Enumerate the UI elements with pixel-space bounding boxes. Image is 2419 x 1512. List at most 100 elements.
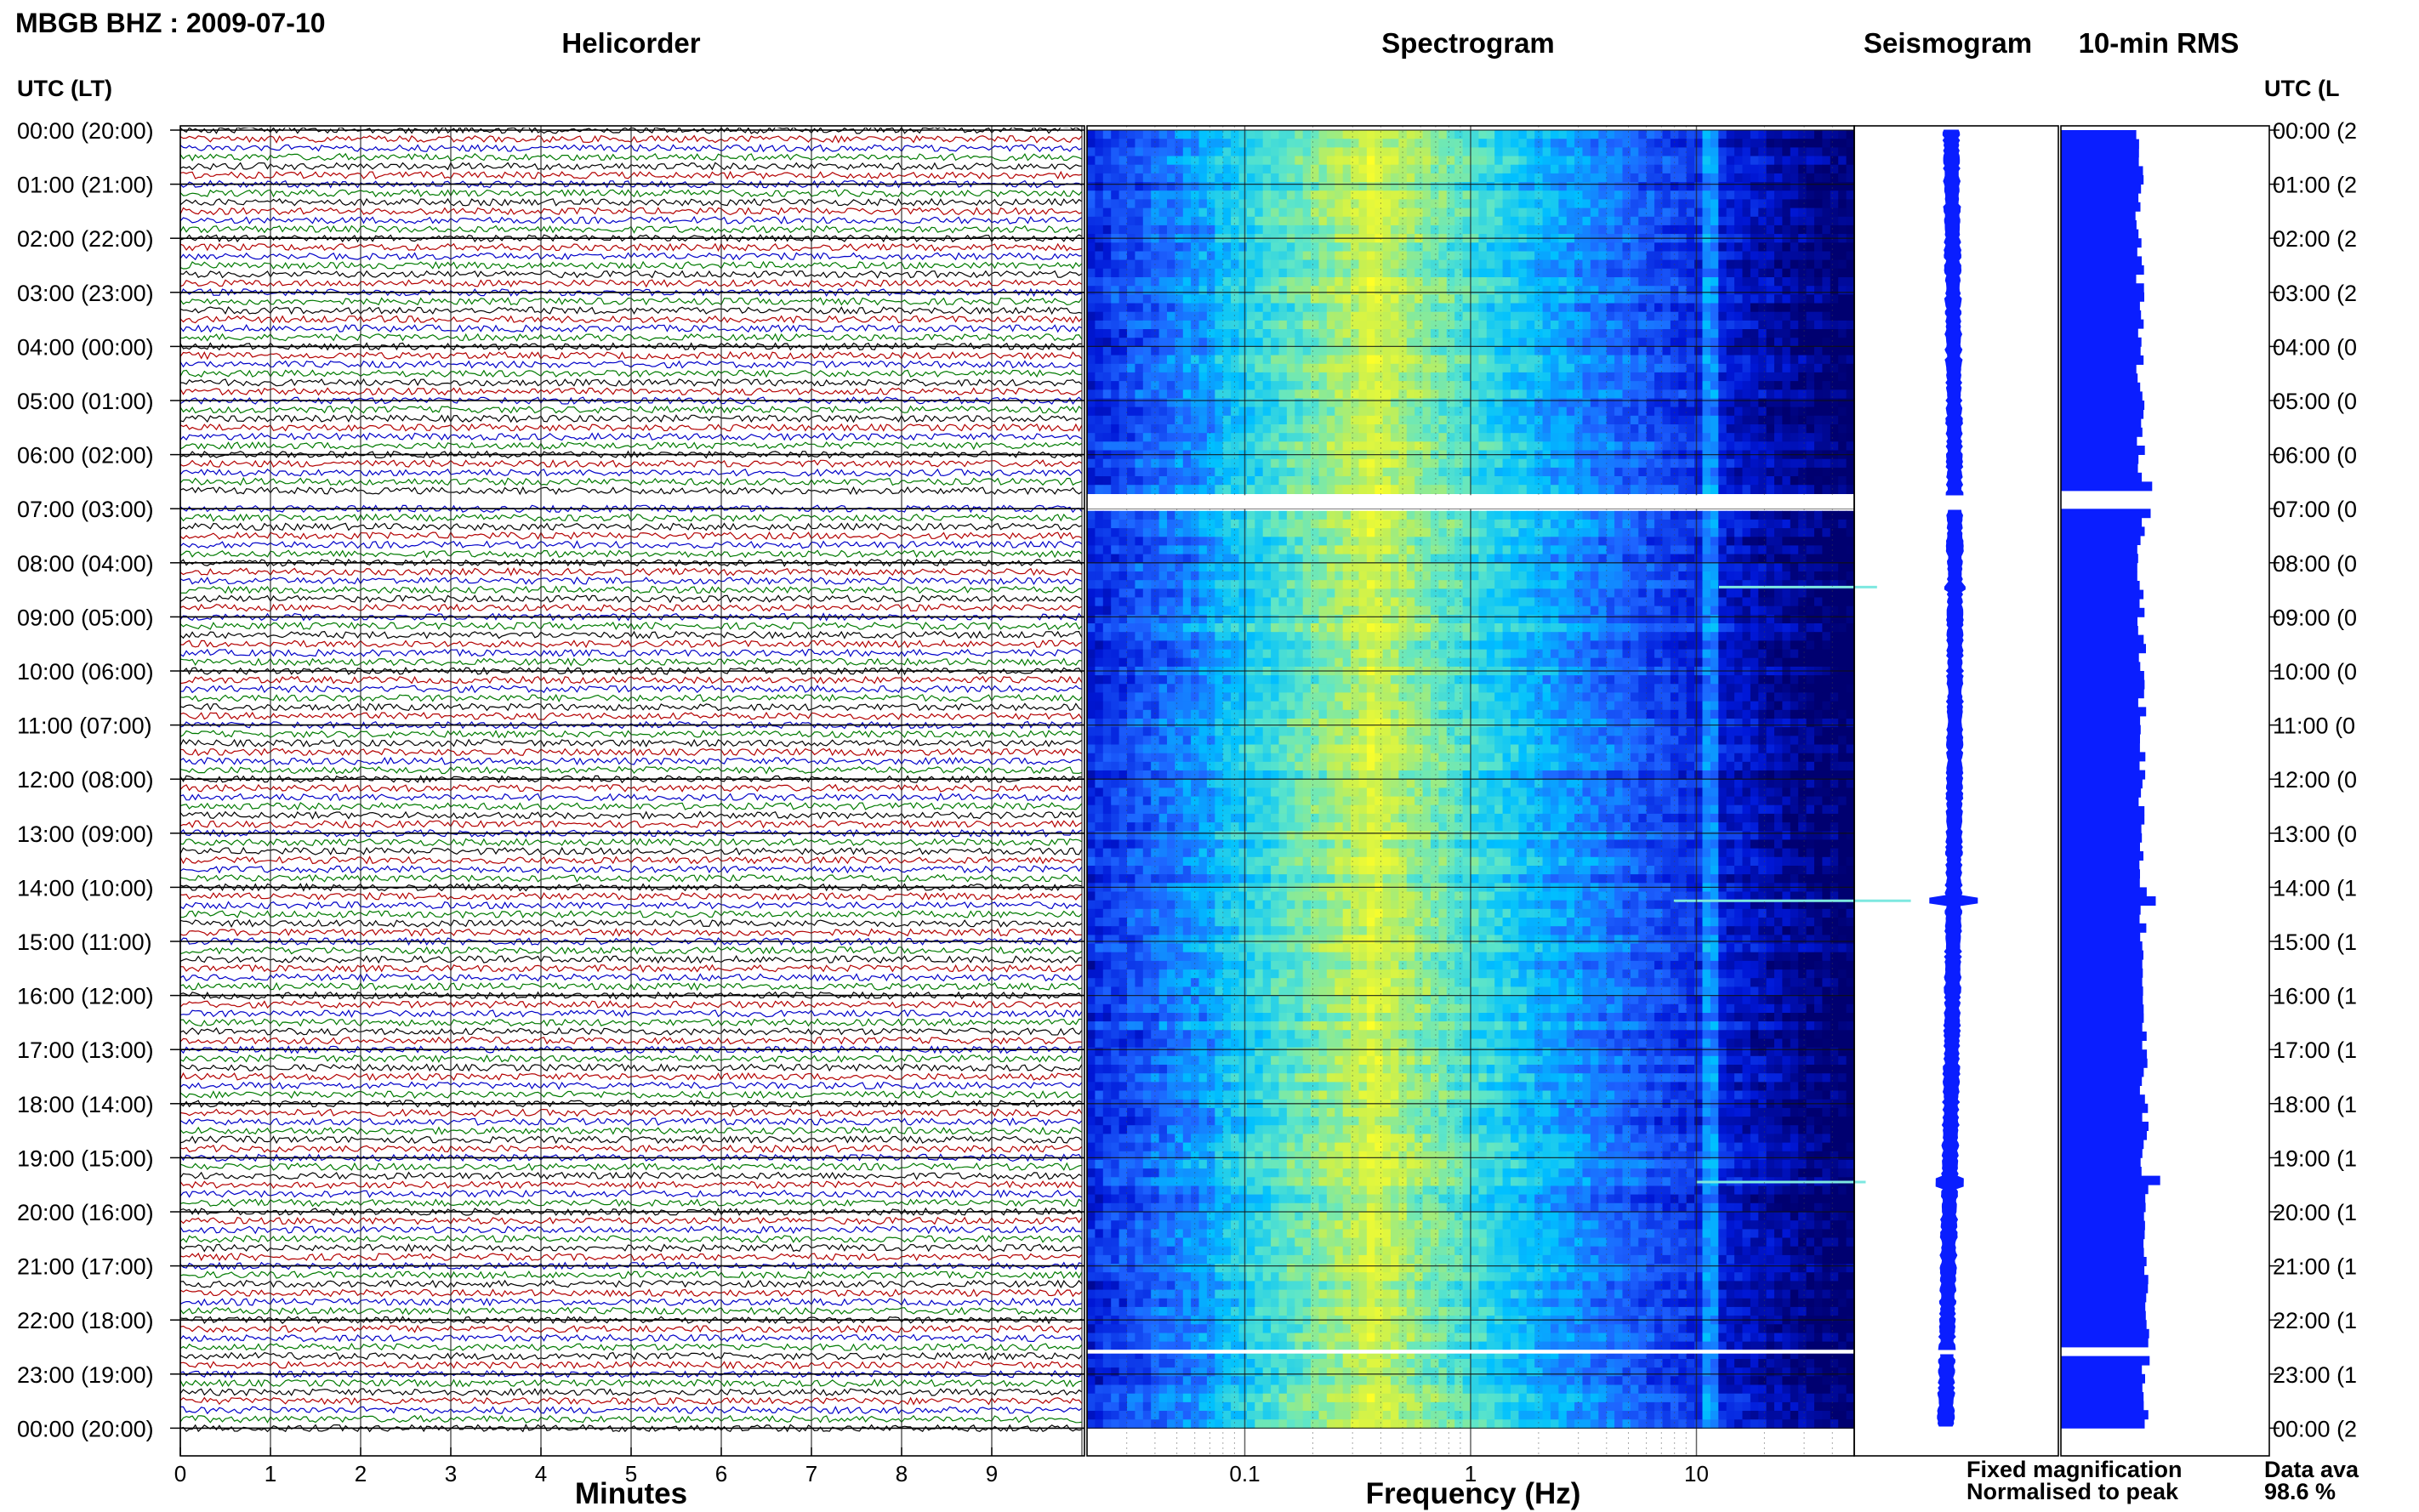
spectrogram-cell xyxy=(1406,139,1415,148)
spectrogram-cell xyxy=(1222,588,1232,599)
spectrogram-cell xyxy=(1342,207,1352,218)
spectrogram-cell xyxy=(1295,259,1304,270)
spectrogram-cell xyxy=(1286,528,1295,537)
spectrogram-cell xyxy=(1742,164,1751,174)
spectrogram-cell xyxy=(1551,415,1559,425)
spectrogram-cell xyxy=(1606,545,1615,555)
spectrogram-cell xyxy=(1215,147,1224,157)
spectrogram-cell xyxy=(1486,338,1495,347)
spectrogram-cell xyxy=(1486,268,1495,278)
spectrogram-cell xyxy=(1542,381,1551,390)
spectrogram-cell xyxy=(1766,398,1775,408)
spectrogram-cell xyxy=(1558,588,1568,599)
spectrogram-cell xyxy=(1542,294,1551,304)
spectrogram-cell xyxy=(1142,372,1152,382)
spectrogram-cell xyxy=(1750,355,1759,365)
spectrogram-cell xyxy=(1574,216,1584,226)
spectrogram-cell xyxy=(1822,311,1831,321)
spectrogram-cell xyxy=(1262,286,1272,295)
spectrogram-cell xyxy=(1678,268,1688,278)
spectrogram-cell xyxy=(1095,259,1104,270)
spectrogram-cell xyxy=(1774,147,1783,157)
spectrogram-cell xyxy=(1127,554,1136,564)
spectrogram-cell xyxy=(1798,268,1807,278)
spectrogram-cell xyxy=(1646,277,1655,287)
spectrogram-cell xyxy=(1278,207,1288,218)
spectrogram-cell xyxy=(1191,389,1200,400)
spectrogram-cell xyxy=(1790,458,1799,469)
spectrogram-cell xyxy=(1542,528,1551,537)
spectrogram-cell xyxy=(1718,363,1727,373)
spectrogram-cell xyxy=(1710,277,1719,287)
spectrogram-cell xyxy=(1790,554,1799,564)
spectrogram-cell xyxy=(1295,355,1304,365)
spectrogram-cell xyxy=(1182,510,1192,520)
spectrogram-cell xyxy=(1358,311,1368,321)
spectrogram-cell xyxy=(1558,242,1568,253)
spectrogram-cell xyxy=(1182,467,1192,477)
spectrogram-cell xyxy=(1646,251,1655,261)
spectrogram-cell xyxy=(1790,242,1799,253)
spectrogram-cell xyxy=(1678,441,1688,452)
spectrogram-cell xyxy=(1814,251,1823,261)
spectrogram-cell xyxy=(1686,199,1695,209)
spectrogram-cell xyxy=(1318,259,1328,270)
spectrogram-cell xyxy=(1622,398,1631,408)
spectrogram-cell xyxy=(1830,139,1839,148)
spectrogram-cell xyxy=(1694,355,1704,365)
spectrogram-cell xyxy=(1726,147,1735,157)
spectrogram-cell xyxy=(1526,190,1535,200)
spectrogram-cell xyxy=(1670,372,1679,382)
spectrogram-cell xyxy=(1638,398,1648,408)
spectrogram-cell xyxy=(1558,156,1568,166)
spectrogram-cell xyxy=(1471,190,1479,200)
spectrogram-cell xyxy=(1206,147,1215,157)
spectrogram-cell xyxy=(1127,441,1136,452)
spectrogram-cell xyxy=(1838,251,1847,261)
spectrogram-cell xyxy=(1662,329,1671,338)
spectrogram-cell xyxy=(1590,510,1599,520)
spectrogram-cell xyxy=(1095,303,1104,313)
spectrogram-cell xyxy=(1551,476,1559,486)
spectrogram-cell xyxy=(1238,303,1248,313)
spectrogram-cell xyxy=(1206,485,1215,494)
spectrogram-cell xyxy=(1238,320,1248,330)
spectrogram-cell xyxy=(1206,537,1215,547)
spectrogram-cell xyxy=(1678,190,1688,200)
spectrogram-cell xyxy=(1726,346,1735,356)
spectrogram-cell xyxy=(1238,156,1248,166)
spectrogram-cell xyxy=(1662,372,1671,382)
spectrogram-cell xyxy=(1511,259,1519,270)
spectrogram-cell xyxy=(1398,346,1408,356)
spectrogram-cell xyxy=(1271,528,1280,537)
spectrogram-cell xyxy=(1806,519,1815,529)
spectrogram-cell xyxy=(1598,294,1608,304)
spectrogram-cell xyxy=(1846,363,1855,373)
spectrogram-cell xyxy=(1518,346,1528,356)
spectrogram-cell xyxy=(1630,320,1639,330)
spectrogram-cell xyxy=(1215,182,1224,191)
spectrogram-cell xyxy=(1478,545,1488,555)
spectrogram-cell xyxy=(1846,286,1855,295)
spectrogram-cell xyxy=(1246,286,1255,295)
spectrogram-cell xyxy=(1518,485,1528,494)
spectrogram-cell xyxy=(1662,433,1671,442)
spectrogram-cell xyxy=(1686,554,1695,564)
spectrogram-cell xyxy=(1095,130,1104,139)
spectrogram-cell xyxy=(1654,199,1664,209)
spectrogram-cell xyxy=(1646,286,1655,295)
spectrogram-cell xyxy=(1798,389,1807,400)
spectrogram-cell xyxy=(1518,381,1528,390)
spectrogram-cell xyxy=(1806,268,1815,278)
spectrogram-cell xyxy=(1295,294,1304,304)
spectrogram-cell xyxy=(1774,216,1783,226)
spectrogram-cell xyxy=(1102,303,1112,313)
spectrogram-cell xyxy=(1158,588,1168,599)
spectrogram-cell xyxy=(1750,259,1759,270)
spectrogram-cell xyxy=(1838,537,1847,547)
spectrogram-cell xyxy=(1694,303,1704,313)
spectrogram-cell xyxy=(1606,415,1615,425)
spectrogram-cell xyxy=(1351,320,1360,330)
spectrogram-cell xyxy=(1326,389,1335,400)
spectrogram-cell xyxy=(1686,355,1695,365)
